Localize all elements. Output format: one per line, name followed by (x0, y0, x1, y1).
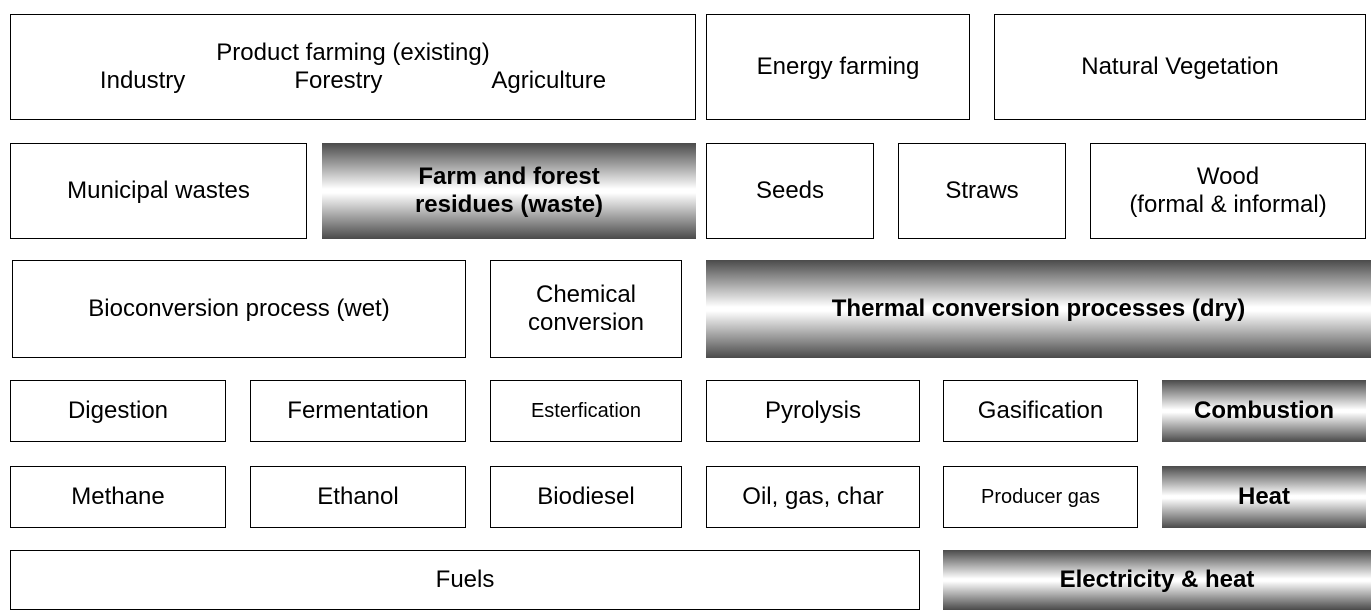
node-box: Thermal conversion processes (dry) (706, 260, 1371, 358)
node-label: Natural Vegetation (1081, 53, 1279, 80)
node-box: Fuels (10, 550, 920, 610)
node-box: Heat (1162, 466, 1366, 528)
node-label: Biodiesel (537, 483, 635, 510)
sublabel-row: Industry Forestry Agriculture (100, 67, 606, 95)
node-label: Fuels (435, 566, 495, 593)
node-box: Energy farming (706, 14, 970, 120)
node-box: Fermentation (250, 380, 466, 442)
node-label: Straws (945, 177, 1019, 204)
node-label: Thermal conversion processes (dry) (831, 295, 1246, 322)
node-box: Oil, gas, char (706, 466, 920, 528)
node-box: Bioconversion process (wet) (12, 260, 466, 358)
node-label: Producer gas (981, 486, 1100, 508)
node-label: Digestion (67, 397, 169, 424)
node-box: Ethanol (250, 466, 466, 528)
node-label: residues (waste) (414, 191, 604, 218)
node-label: Heat (1237, 483, 1291, 510)
node-label: Ethanol (317, 483, 399, 510)
node-label: Seeds (755, 177, 825, 204)
node-box: Seeds (706, 143, 874, 239)
node-label: Fermentation (287, 397, 429, 424)
node-label: Methane (71, 483, 165, 510)
node-box: Digestion (10, 380, 226, 442)
node-sublabel: Agriculture (491, 67, 607, 94)
node-label: Gasification (977, 397, 1104, 424)
node-label: Electricity & heat (1059, 566, 1255, 593)
node-label: Energy farming (756, 53, 920, 80)
node-label: (formal & informal) (1129, 191, 1327, 218)
node-label: Oil, gas, char (742, 483, 884, 510)
node-box: Biodiesel (490, 466, 682, 528)
node-box: Producer gas (943, 466, 1138, 528)
node-box: Chemical conversion (490, 260, 682, 358)
node-label: conversion (527, 309, 645, 336)
node-box: Product farming (existing) Industry Forest… (10, 14, 696, 120)
node-box: Methane (10, 466, 226, 528)
node-label: Bioconversion process (wet) (88, 295, 390, 322)
node-label: Wood (1196, 163, 1260, 190)
node-box: Municipal wastes (10, 143, 307, 239)
node-sublabel: Industry (99, 67, 186, 94)
node-box: Electricity & heat (943, 550, 1371, 610)
node-sublabel: Forestry (294, 67, 383, 94)
node-label: Product farming (existing) (216, 39, 490, 66)
node-box: Wood (formal & informal) (1090, 143, 1366, 239)
node-label: Combustion (1194, 397, 1334, 424)
node-box: Gasification (943, 380, 1138, 442)
node-box: Farm and forest residues (waste) (322, 143, 696, 239)
node-label: Farm and forest (418, 163, 600, 190)
node-box: Esterfication (490, 380, 682, 442)
node-box: Combustion (1162, 380, 1366, 442)
node-box: Pyrolysis (706, 380, 920, 442)
node-label: Municipal wastes (67, 177, 250, 204)
node-label: Esterfication (530, 400, 642, 422)
node-label: Pyrolysis (764, 397, 861, 424)
node-box: Straws (898, 143, 1066, 239)
node-box: Natural Vegetation (994, 14, 1366, 120)
node-label: Chemical (535, 281, 637, 308)
